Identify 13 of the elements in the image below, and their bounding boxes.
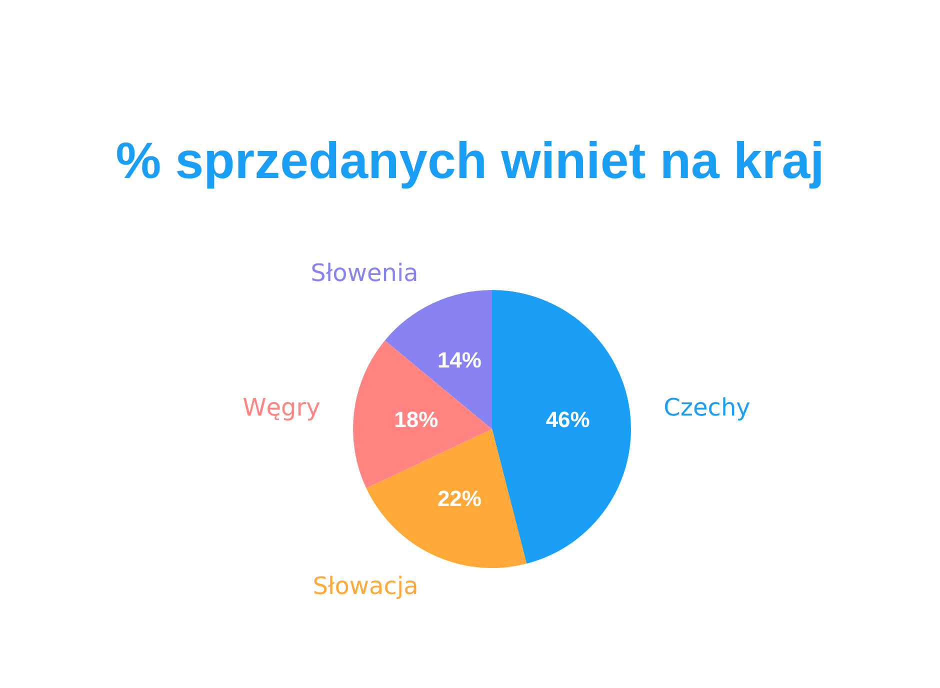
slice-label: Czechy — [664, 394, 750, 422]
data-label: 46% — [546, 407, 590, 432]
slice-label: Węgry — [242, 394, 320, 422]
data-label: 14% — [437, 348, 482, 373]
pie-slice — [366, 429, 527, 568]
slice-label: Słowacja — [312, 572, 418, 600]
chart-title: % sprzedanych winiet na kraj — [116, 132, 824, 189]
pie-slice — [353, 340, 492, 488]
data-label: 22% — [437, 486, 482, 511]
data-label: 18% — [394, 407, 438, 432]
pie-slice — [384, 290, 492, 429]
slice-label: Słowenia — [310, 258, 418, 287]
pie-slice — [492, 290, 631, 564]
